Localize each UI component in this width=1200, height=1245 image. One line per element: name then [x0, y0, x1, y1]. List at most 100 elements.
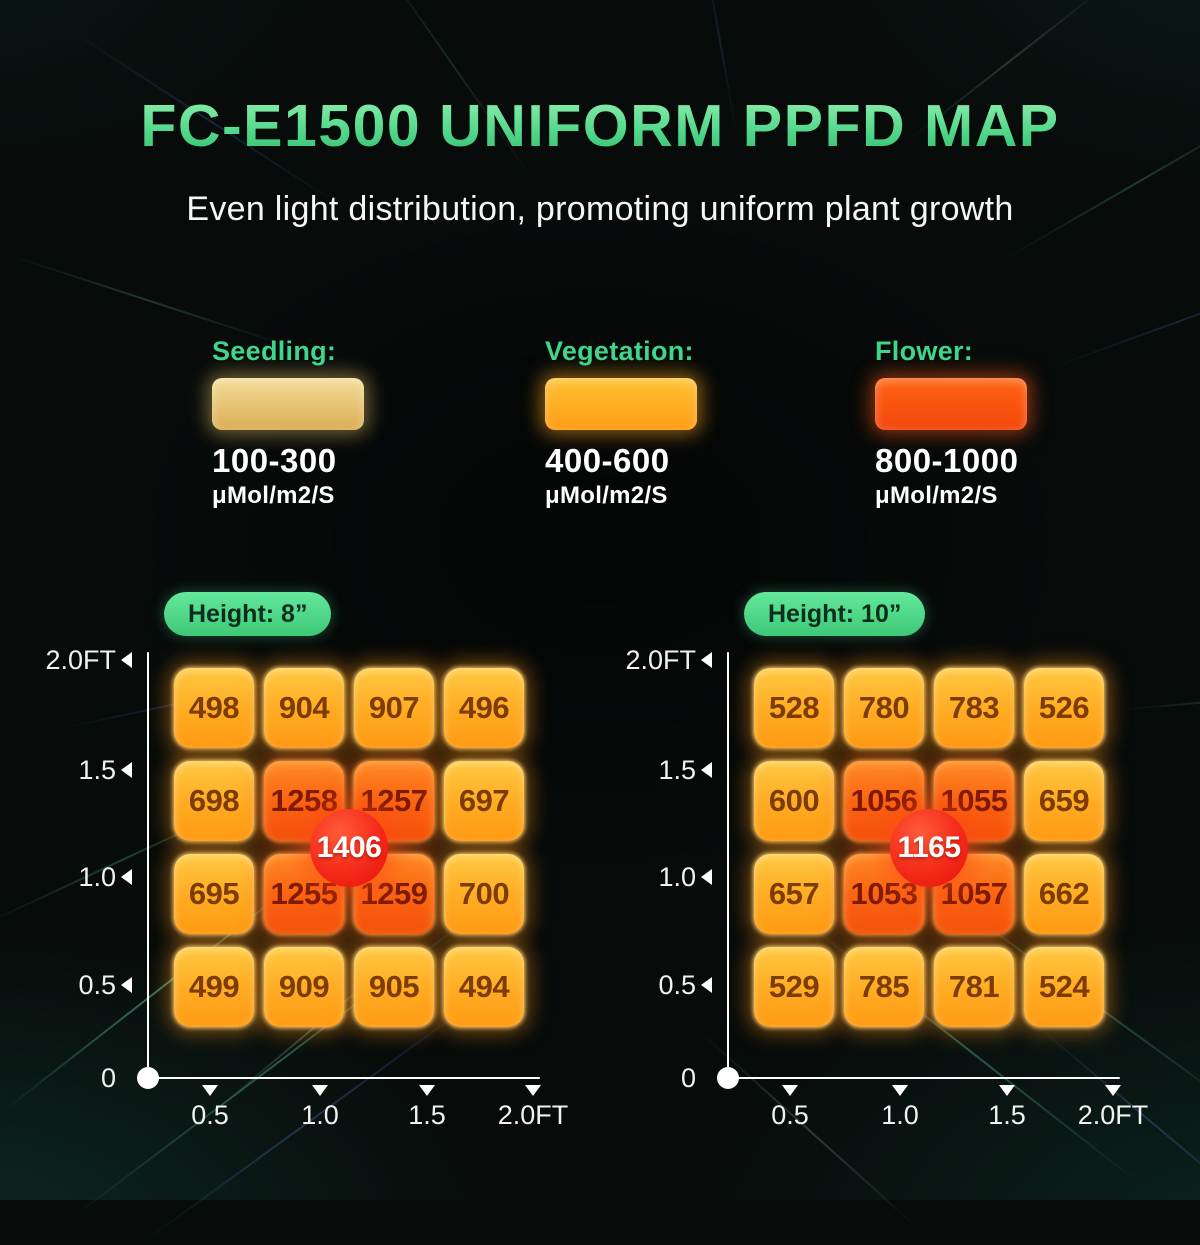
light-streak — [1120, 691, 1200, 711]
legend-label: Flower: — [875, 336, 974, 366]
y-tick-marker — [121, 869, 132, 885]
ppfd-cell: 697 — [444, 761, 524, 841]
height-badge-10in: Height: 10” — [744, 592, 926, 636]
legend-label: Vegetation: — [545, 336, 694, 366]
legend-label: Seedling: — [212, 336, 337, 366]
legend-range: 400-600 — [545, 442, 670, 479]
y-axis-tick-label: 2.0FT — [625, 645, 696, 675]
axis-origin-dot — [137, 1067, 159, 1089]
ppfd-cell: 907 — [354, 668, 434, 748]
legend-unit: μMol/m2/S — [875, 482, 998, 509]
ppfd-cell: 528 — [754, 668, 834, 748]
x-axis-tick-label: 1.0 — [301, 1100, 339, 1130]
page-subtitle: Even light distribution, promoting unifo… — [186, 190, 1014, 228]
ppfd-cell: 783 — [934, 668, 1014, 748]
ppfd-cell: 498 — [174, 668, 254, 748]
ppfd-cell: 499 — [174, 947, 254, 1027]
x-axis-tick-label: 1.5 — [408, 1100, 446, 1130]
x-axis-line — [728, 1077, 1120, 1079]
light-streak — [7, 253, 293, 349]
ppfd-cell: 785 — [844, 947, 924, 1027]
y-tick-marker — [701, 652, 712, 668]
ppfd-cell: 1258 — [264, 761, 344, 841]
y-axis-tick-label: 2.0FT — [45, 645, 116, 675]
light-streak — [3, 850, 337, 1112]
flower-color-swatch — [875, 378, 1027, 430]
y-axis-tick-label: 0.5 — [78, 970, 116, 1000]
legend-range: 800-1000 — [875, 442, 1019, 479]
light-streak — [697, 1029, 923, 1233]
y-axis-tick-label: 0 — [100, 1063, 116, 1093]
ppfd-cell: 1257 — [354, 761, 434, 841]
ppfd-cell: 662 — [1024, 854, 1104, 934]
legend-unit: μMol/m2/S — [545, 482, 668, 509]
ppfd-cell: 695 — [174, 854, 254, 934]
ppfd-cell: 698 — [174, 761, 254, 841]
y-tick-marker — [701, 869, 712, 885]
ppfd-cell: 781 — [934, 947, 1014, 1027]
x-axis-tick-label: 2.0FT — [497, 1100, 569, 1130]
x-tick-marker — [419, 1085, 435, 1096]
page-title: FC-E1500 UNIFORM PPFD MAP — [0, 92, 1200, 160]
light-streak — [71, 903, 489, 1219]
ppfd-cell: 1056 — [844, 761, 924, 841]
x-axis-tick-label: 2.0FT — [1077, 1100, 1149, 1130]
x-axis-tick-label: 1.0 — [881, 1100, 919, 1130]
y-tick-marker — [121, 652, 132, 668]
ppfd-cell: 657 — [754, 854, 834, 934]
light-streak — [803, 920, 1137, 1182]
light-streak — [935, 888, 1200, 1114]
x-tick-marker — [525, 1085, 541, 1096]
x-tick-marker — [1105, 1085, 1121, 1096]
ppfd-cell: 1255 — [264, 854, 344, 934]
y-tick-marker — [701, 977, 712, 993]
ppfd-cell: 529 — [754, 947, 834, 1027]
y-tick-marker — [121, 977, 132, 993]
seedling-color-swatch — [212, 378, 364, 430]
light-streak — [62, 672, 318, 730]
ppfd-cell: 524 — [1024, 947, 1104, 1027]
y-axis-tick-label: 1.5 — [658, 755, 696, 785]
legend-range: 100-300 — [212, 442, 337, 479]
ppfd-cell: 496 — [444, 668, 524, 748]
x-axis-line — [148, 1077, 540, 1079]
x-tick-marker — [202, 1085, 218, 1096]
ppfd-cell: 909 — [264, 947, 344, 1027]
ppfd-cell: 494 — [444, 947, 524, 1027]
ppfd-cell: 904 — [264, 668, 344, 748]
x-tick-marker — [999, 1085, 1015, 1096]
x-axis-tick-label: 0.5 — [771, 1100, 809, 1130]
y-axis-tick-label: 1.0 — [658, 862, 696, 892]
legend-item-flower: Flower: 800-1000 μMol/m2/S — [875, 336, 1075, 510]
ppfd-cell: 1259 — [354, 854, 434, 934]
y-axis-line — [147, 652, 149, 1078]
y-tick-marker — [121, 762, 132, 778]
light-streak — [0, 796, 257, 926]
ppfd-cell: 600 — [754, 761, 834, 841]
x-axis-tick-label: 0.5 — [191, 1100, 229, 1130]
y-axis-tick-label: 0 — [680, 1063, 696, 1093]
legend-item-vegetation: Vegetation: 400-600 μMol/m2/S — [545, 336, 745, 510]
ppfd-cell: 1055 — [934, 761, 1014, 841]
ppfd-cell: 700 — [444, 854, 524, 934]
y-axis-tick-label: 1.0 — [78, 862, 116, 892]
light-streak — [209, 946, 411, 1116]
x-tick-marker — [892, 1085, 908, 1096]
y-axis-tick-label: 0.5 — [658, 970, 696, 1000]
ppfd-cell: 659 — [1024, 761, 1104, 841]
ppfd-cell: 780 — [844, 668, 924, 748]
height-badge-8in: Height: 8” — [164, 592, 332, 636]
light-streak — [1034, 1023, 1200, 1219]
ppfd-cell: 1053 — [844, 854, 924, 934]
y-axis-tick-label: 1.5 — [78, 755, 116, 785]
light-streak — [139, 996, 481, 1245]
center-peak-value: 1165 — [890, 809, 968, 887]
ppfd-cell: 905 — [354, 947, 434, 1027]
x-axis-tick-label: 1.5 — [988, 1100, 1026, 1130]
axis-origin-dot — [717, 1067, 739, 1089]
ppfd-cell: 1057 — [934, 854, 1014, 934]
legend-item-seedling: Seedling: 100-300 μMol/m2/S — [212, 336, 412, 510]
center-peak-value: 1406 — [310, 809, 388, 887]
ppfd-cell: 526 — [1024, 668, 1104, 748]
x-tick-marker — [312, 1085, 328, 1096]
